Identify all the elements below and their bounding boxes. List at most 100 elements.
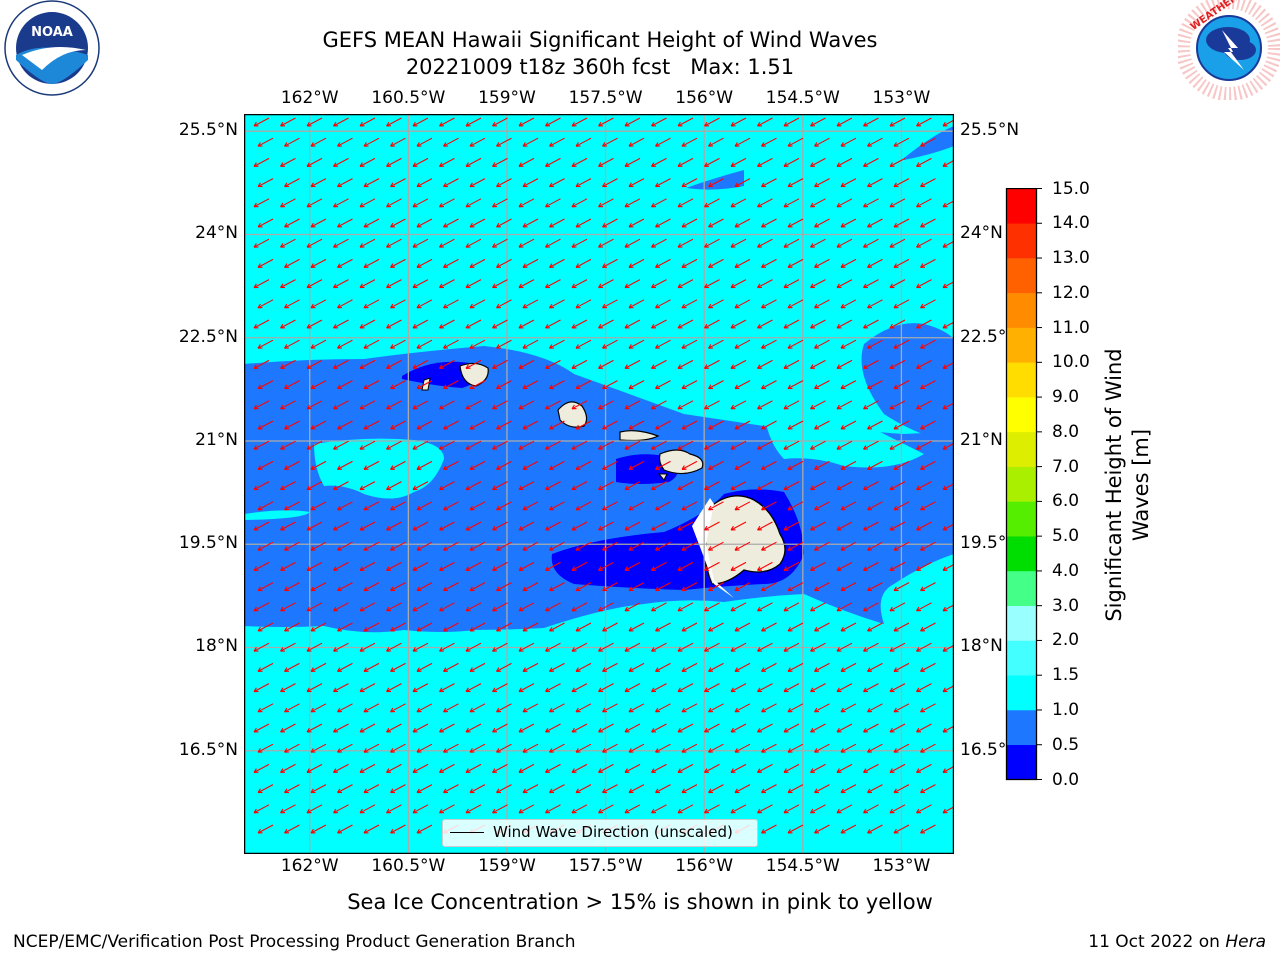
wind-wave-arrow xyxy=(787,501,804,511)
wind-wave-arrow xyxy=(863,359,879,369)
wind-wave-arrow xyxy=(655,541,671,551)
wind-wave-arrow xyxy=(761,703,777,713)
lat-label-left: 24°N xyxy=(195,223,238,244)
wind-wave-arrow xyxy=(704,481,720,491)
wind-wave-arrow xyxy=(253,198,270,208)
wind-wave-arrow xyxy=(469,703,486,713)
wind-wave-arrow xyxy=(863,763,879,773)
wind-wave-arrow xyxy=(412,683,429,693)
wind-wave-arrow xyxy=(836,481,853,491)
wind-wave-arrow xyxy=(518,521,535,531)
wind-wave-arrow xyxy=(465,481,482,491)
wind-wave-arrow xyxy=(787,137,804,147)
wind-wave-arrow xyxy=(333,157,349,167)
wind-wave-arrow xyxy=(704,602,720,612)
wind-wave-arrow xyxy=(280,279,296,289)
lon-label-top: 154.5°W xyxy=(765,88,840,108)
wind-wave-arrow xyxy=(545,723,561,733)
wind-wave-arrow xyxy=(836,804,853,814)
wind-wave-arrow xyxy=(549,784,565,794)
wind-wave-arrow xyxy=(496,784,512,794)
wind-wave-arrow xyxy=(628,501,645,511)
wind-wave-arrow xyxy=(840,380,857,390)
wind-wave-arrow xyxy=(333,400,349,410)
map-frame xyxy=(244,114,954,854)
wind-wave-arrow xyxy=(704,157,720,167)
wind-wave-arrow xyxy=(867,824,883,834)
wind-wave-arrow xyxy=(386,319,402,329)
lat-label-right: 25.5°N xyxy=(960,120,1020,141)
wind-wave-arrow xyxy=(412,279,429,289)
wind-wave-arrow xyxy=(730,521,747,531)
wind-wave-arrow xyxy=(306,198,323,208)
wind-wave-arrow xyxy=(814,541,830,551)
wind-wave-arrow xyxy=(386,400,402,410)
wind-wave-arrow xyxy=(677,602,694,612)
wind-wave-arrow xyxy=(257,258,274,268)
wind-wave-arrow xyxy=(708,137,724,147)
wind-wave-arrow xyxy=(496,703,512,713)
colorbar-band xyxy=(1006,258,1037,294)
wind-wave-arrow xyxy=(757,642,773,652)
wind-wave-arrow xyxy=(783,723,800,733)
wind-wave-arrow xyxy=(280,521,296,531)
wind-wave-arrow xyxy=(836,763,853,773)
wind-wave-arrow xyxy=(416,784,433,794)
wind-wave-arrow xyxy=(359,198,376,208)
wind-wave-arrow xyxy=(492,238,508,248)
wind-wave-arrow xyxy=(787,299,804,309)
wind-wave-arrow xyxy=(840,743,857,753)
wind-wave-arrow xyxy=(916,683,932,693)
colorbar-band xyxy=(1006,675,1037,711)
wind-wave-arrow xyxy=(598,763,614,773)
wind-wave-arrow xyxy=(889,723,906,733)
lon-label-top: 157.5°W xyxy=(568,88,643,108)
wind-wave-arrow xyxy=(814,258,830,268)
wind-wave-arrow xyxy=(443,218,459,228)
wind-wave-arrow xyxy=(549,541,565,551)
wind-wave-arrow xyxy=(575,380,592,390)
wind-wave-arrow xyxy=(253,561,270,571)
wind-wave-arrow xyxy=(810,198,826,208)
wind-wave-arrow xyxy=(337,784,353,794)
wind-wave-arrow xyxy=(840,460,857,470)
wind-wave-arrow xyxy=(306,763,323,773)
wind-wave-arrow xyxy=(836,359,853,369)
colorbar-band xyxy=(1006,501,1037,537)
wind-wave-arrow xyxy=(730,723,747,733)
wind-wave-arrow xyxy=(655,622,671,632)
wind-wave-arrow xyxy=(867,218,883,228)
wind-wave-arrow xyxy=(624,683,641,693)
wind-wave-arrow xyxy=(783,319,800,329)
wind-wave-arrow xyxy=(386,602,402,612)
wind-wave-arrow xyxy=(814,178,830,188)
wind-wave-arrow xyxy=(416,541,433,551)
wind-wave-arrow xyxy=(284,178,300,188)
wind-wave-arrow xyxy=(787,743,804,753)
wind-wave-arrow xyxy=(571,319,588,329)
wind-wave-arrow xyxy=(549,420,565,430)
wind-wave-arrow xyxy=(730,359,747,369)
wind-wave-arrow xyxy=(443,258,459,268)
wind-wave-arrow xyxy=(359,804,376,814)
lon-label-bottom: 162°W xyxy=(280,856,339,876)
wind-wave-arrow xyxy=(545,602,561,612)
wind-wave-arrow xyxy=(280,683,296,693)
wind-wave-arrow xyxy=(496,541,512,551)
wind-wave-arrow xyxy=(337,541,353,551)
wind-wave-arrow xyxy=(492,117,508,127)
wind-wave-arrow xyxy=(284,582,300,592)
wind-wave-arrow xyxy=(337,299,353,309)
wind-wave-arrow xyxy=(783,642,800,652)
wind-wave-arrow xyxy=(651,804,667,814)
wind-wave-arrow xyxy=(730,602,747,612)
wind-wave-arrow xyxy=(386,561,402,571)
wind-wave-arrow xyxy=(575,460,592,470)
wind-wave-arrow xyxy=(624,763,641,773)
wind-wave-arrow xyxy=(439,400,455,410)
wind-wave-arrow xyxy=(359,319,376,329)
wind-wave-arrow xyxy=(836,238,853,248)
wind-wave-arrow xyxy=(889,359,906,369)
wind-wave-arrow xyxy=(836,117,853,127)
wind-wave-arrow xyxy=(730,279,747,289)
